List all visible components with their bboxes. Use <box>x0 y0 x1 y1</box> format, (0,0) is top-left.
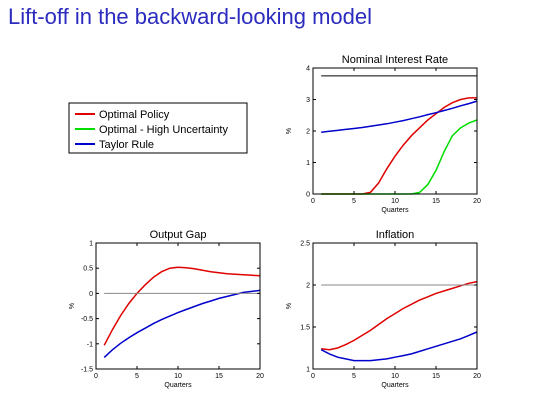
inflation-axes-frame <box>312 242 478 370</box>
output-y-axis-label: % <box>69 303 76 309</box>
output-xtick-label: 10 <box>174 373 182 380</box>
chart-inflation: 0 5 10 15 20 1 1.5 2 2.5 Inflation Quarters% <box>286 229 481 389</box>
output-series-taylor-rule <box>103 289 261 358</box>
nominal-x-axis-label: Quarters <box>381 207 409 214</box>
inflation-xtick-label: 10 <box>391 373 399 380</box>
inflation-xtick-label: 5 <box>352 373 356 380</box>
inflation-ytick-label: 2.5 <box>300 241 310 248</box>
nominal-ytick-label: 1 <box>306 160 310 167</box>
output-ytick-label: 1 <box>89 241 93 248</box>
inflation-y-axis-label: % <box>286 303 293 309</box>
nominal-y-axis-label: % <box>286 128 293 134</box>
nominal-ytick-label: 4 <box>306 66 310 73</box>
nominal-ytick-label: 0 <box>306 192 310 199</box>
legend-box <box>68 102 248 154</box>
legend-label-optimal-high-uncertainty: Optimal - High Uncertainty <box>99 124 228 136</box>
output-xtick-label: 5 <box>135 373 139 380</box>
legend: Optimal Policy Optimal - High Uncertainty… <box>68 102 248 154</box>
output-axes-frame <box>95 242 261 370</box>
inflation-series-taylor-rule <box>320 331 478 362</box>
nominal-xtick-label: 15 <box>432 198 440 205</box>
legend-label-taylor-rule: Taylor Rule <box>99 139 154 151</box>
output-xtick-label: 15 <box>215 373 223 380</box>
output-chart-title: Output Gap <box>150 229 207 241</box>
inflation-xtick-label: 15 <box>432 373 440 380</box>
nominal-xtick-label: 20 <box>473 198 481 205</box>
output-ytick-label: -1 <box>87 341 93 348</box>
nominal-series-taylor-rule <box>321 100 478 134</box>
inflation-xtick-label: 20 <box>473 373 481 380</box>
nominal-chart-title: Nominal Interest Rate <box>342 54 448 66</box>
inflation-x-axis-label: Quarters <box>381 382 409 389</box>
inflation-chart-title: Inflation <box>376 229 415 241</box>
legend-label-optimal-policy: Optimal Policy <box>99 109 170 121</box>
nominal-xtick-label: 0 <box>311 198 315 205</box>
output-xtick-label: 20 <box>256 373 264 380</box>
output-ytick-label: -0.5 <box>81 316 93 323</box>
nominal-ytick-label: 2 <box>306 129 310 136</box>
inflation-ytick-label: 2 <box>306 283 310 290</box>
inflation-xtick-label: 0 <box>311 373 315 380</box>
output-series-optimal-policy <box>103 266 261 346</box>
nominal-series-optimal-policy <box>321 97 477 195</box>
chart-nominal-interest-rate: 0 5 10 15 20 0 1 2 3 4 Nominal Interest Rate Quarte… <box>286 54 481 214</box>
inflation-ytick-label: 1 <box>306 367 310 374</box>
output-ytick-label: 0 <box>89 291 93 298</box>
output-ytick-label: -1.5 <box>81 367 93 374</box>
nominal-xtick-label: 5 <box>352 198 356 205</box>
output-x-axis-label: Quarters <box>164 382 192 389</box>
inflation-series-optimal-policy <box>321 280 478 351</box>
output-ytick-label: 0.5 <box>83 266 93 273</box>
nominal-xtick-label: 10 <box>391 198 399 205</box>
chart-output-gap: 0 5 10 15 20 -1.5 -1 -0.5 0 0.5 1 Output Gap Quarter… <box>69 229 264 389</box>
nominal-ytick-label: 3 <box>306 97 310 104</box>
inflation-ytick-label: 1.5 <box>300 325 310 332</box>
slide-title: Lift-off in the backward-looking model <box>8 4 373 29</box>
nominal-series-optimal-high-uncertainty <box>321 119 478 195</box>
output-xtick-label: 0 <box>94 373 98 380</box>
